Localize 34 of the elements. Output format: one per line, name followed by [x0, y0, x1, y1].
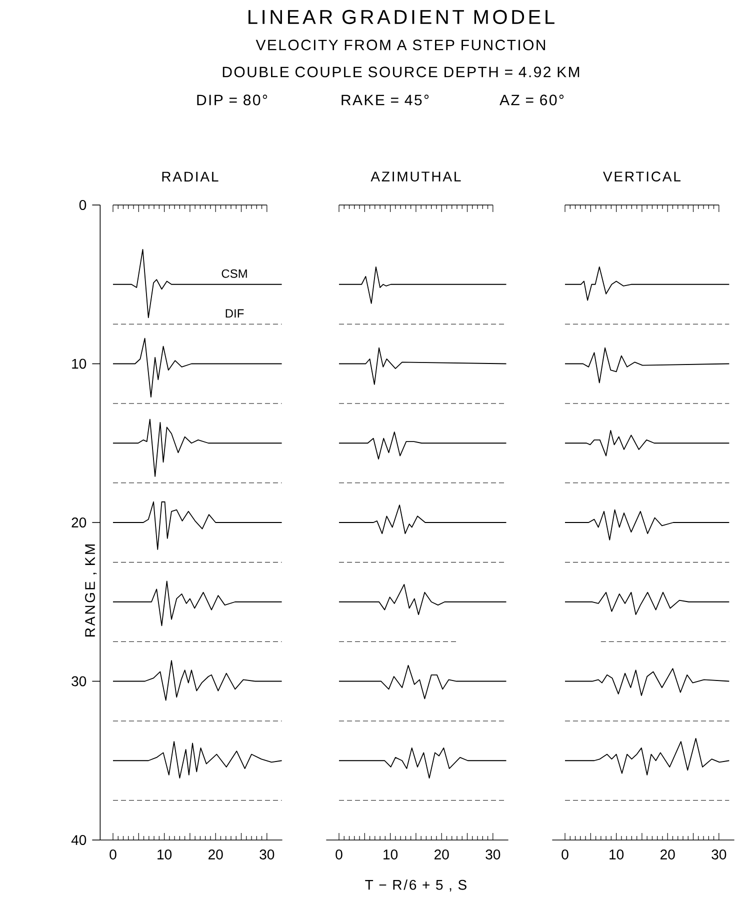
y-tick-label: 10	[72, 358, 86, 369]
text: VELOCITY FROM A STEP FUNCTION	[256, 40, 546, 50]
y-tick-label: 20	[72, 518, 86, 528]
chart-title: VERTICAL	[603, 172, 680, 182]
x-tick-label: 10	[610, 850, 624, 860]
x-tick-label: 0	[562, 850, 568, 860]
text: RAKE = 45°	[342, 94, 429, 106]
x-tick-label: 20	[660, 850, 675, 860]
text: DOUBLE COUPLE SOURCE DEPTH = 4.92 KM	[222, 66, 580, 78]
y-tick-label: 0	[79, 200, 86, 210]
series-label: CSM	[222, 269, 247, 278]
x-tick-label: 30	[486, 850, 500, 860]
x-tick-label: 30	[712, 850, 726, 860]
x-tick-label: 30	[260, 850, 274, 860]
line-series	[112, 418, 282, 477]
y-tick-label: 30	[72, 676, 86, 686]
series-label: DIF	[226, 309, 244, 318]
x-tick-label: 20	[434, 850, 449, 860]
y-axis-title: RANGE , KM	[85, 544, 97, 636]
line-series	[112, 741, 282, 779]
x-tick-label: 10	[384, 850, 398, 860]
x-tick-label: 10	[158, 850, 172, 860]
chart-title: RADIAL	[162, 172, 218, 182]
line-series	[112, 660, 282, 701]
line-series	[112, 338, 282, 398]
x-tick-label: 0	[336, 850, 342, 860]
text: AZ = 60°	[500, 94, 564, 106]
y-tick-label: 40	[71, 835, 86, 845]
text: LINEAR GRADIENT MODEL	[248, 10, 554, 24]
x-axis-title: T − R/6 + 5 , S	[365, 880, 466, 892]
chart-title: AZIMUTHAL	[370, 172, 461, 182]
x-tick-label: 20	[208, 850, 223, 860]
text: DIP = 80°	[197, 94, 268, 106]
x-tick-label: 0	[110, 850, 116, 860]
